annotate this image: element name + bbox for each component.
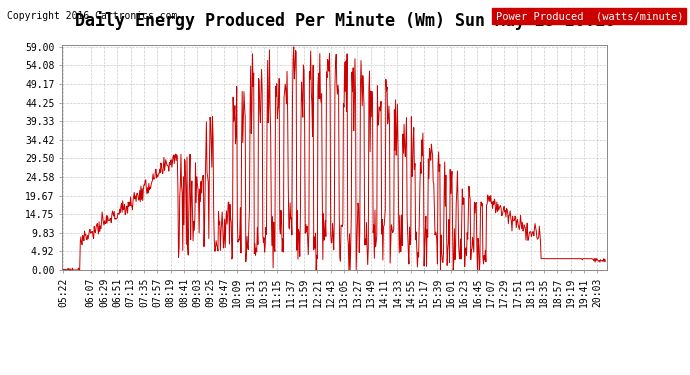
Text: Daily Energy Produced Per Minute (Wm) Sun May 29 20:16: Daily Energy Produced Per Minute (Wm) Su… xyxy=(75,11,615,30)
Text: Copyright 2016 Cartronics.com: Copyright 2016 Cartronics.com xyxy=(7,11,177,21)
Text: Power Produced  (watts/minute): Power Produced (watts/minute) xyxy=(495,11,683,21)
